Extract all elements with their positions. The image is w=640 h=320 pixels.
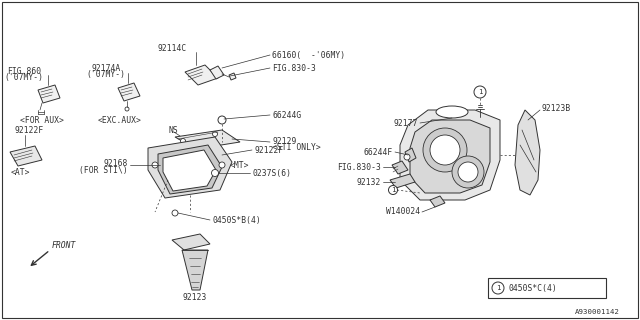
Circle shape [430,135,460,165]
Text: 92129: 92129 [272,137,296,146]
Text: 0237S(6): 0237S(6) [252,169,291,178]
Text: <FOR AUX>: <FOR AUX> [20,116,64,124]
Ellipse shape [436,106,468,118]
Polygon shape [390,174,415,188]
Polygon shape [158,145,222,194]
Polygon shape [515,110,540,195]
Text: 92123: 92123 [183,293,207,302]
Text: 92114C: 92114C [157,44,187,52]
Polygon shape [405,148,416,162]
Polygon shape [392,161,408,174]
Circle shape [172,210,178,216]
Text: 92168: 92168 [104,158,128,167]
Circle shape [458,162,478,182]
Circle shape [125,107,129,111]
Polygon shape [38,85,60,103]
Text: ('07MY-): ('07MY-) [4,73,44,82]
Text: <STI ONLY>: <STI ONLY> [272,142,321,151]
Text: 92122F: 92122F [14,125,44,134]
Text: W140024: W140024 [386,207,420,217]
Circle shape [219,162,225,168]
Text: (FOR STI\): (FOR STI\) [79,165,128,174]
Circle shape [152,162,158,168]
Text: 1: 1 [477,89,483,95]
Text: <EXC.AUX>: <EXC.AUX> [98,116,142,124]
Text: <MT>: <MT> [230,161,250,170]
Text: ('07MY-): ('07MY-) [86,69,125,78]
Text: FIG.830-3: FIG.830-3 [337,163,381,172]
Polygon shape [10,146,42,166]
Polygon shape [185,65,218,85]
Polygon shape [430,196,445,207]
Text: NS: NS [168,125,178,134]
Text: 66244G: 66244G [272,110,301,119]
Text: 1: 1 [391,187,396,193]
Text: 92132: 92132 [356,178,381,187]
Text: 0450S*C(4): 0450S*C(4) [508,284,557,292]
Polygon shape [163,150,216,191]
Circle shape [492,282,504,294]
Polygon shape [172,234,210,250]
Text: FIG.830-3: FIG.830-3 [272,63,316,73]
Polygon shape [410,120,490,193]
Text: 92174A: 92174A [92,63,120,73]
Text: 92177: 92177 [394,118,418,127]
Circle shape [212,132,218,137]
Text: 1: 1 [496,285,500,291]
Text: 0450S*B(4): 0450S*B(4) [212,215,260,225]
Text: 66244F: 66244F [364,148,393,156]
Circle shape [218,116,226,124]
Circle shape [180,139,186,143]
Circle shape [404,154,410,160]
Circle shape [452,156,484,188]
Polygon shape [148,137,232,198]
Circle shape [423,128,467,172]
Circle shape [474,86,486,98]
Text: 92123B: 92123B [542,103,572,113]
Polygon shape [118,83,140,101]
Text: 66160(  -'06MY): 66160( -'06MY) [272,51,345,60]
Text: FIG.860: FIG.860 [7,67,41,76]
Polygon shape [182,250,208,290]
Polygon shape [400,110,500,200]
Text: <AT>: <AT> [10,167,29,177]
Polygon shape [175,130,240,149]
Circle shape [388,186,397,195]
Text: 92122F: 92122F [254,146,284,155]
Circle shape [211,170,218,177]
Polygon shape [210,66,224,79]
Text: FRONT: FRONT [52,242,76,251]
Polygon shape [229,73,236,80]
Text: A930001142: A930001142 [575,309,620,315]
